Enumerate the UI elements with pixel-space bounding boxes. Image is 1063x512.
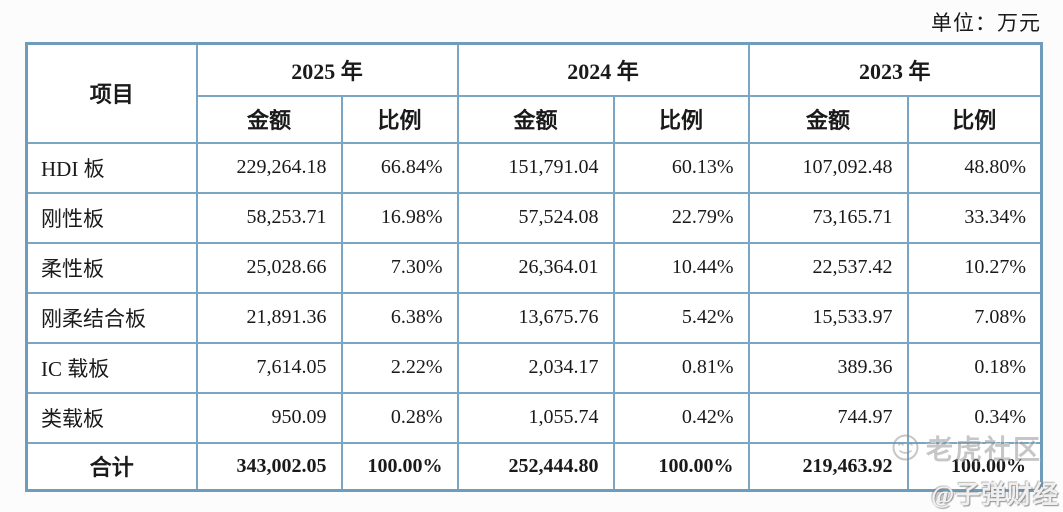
total-ratio-cell: 100.00% [906,441,1043,492]
amount-cell: 21,891.36 [195,291,343,344]
ratio-cell: 7.30% [340,241,459,294]
amount-cell: 389.36 [747,341,909,394]
header-sub-row: 金额 比例 金额 比例 金额 比例 [27,94,1043,144]
unit-label: 单位：万元 [931,11,1041,35]
table-row: HDI 板 229,264.18 66.84% 151,791.04 60.13… [25,141,1043,194]
row-item-label: 类载板 [25,391,198,444]
column-header-amount-2023: 金额 [747,94,909,144]
total-amount-cell: 219,463.92 [747,441,909,492]
amount-cell: 151,791.04 [456,141,615,194]
ratio-cell: 66.84% [340,141,459,194]
total-amount-cell: 252,444.80 [456,441,615,492]
header-year-row: 项目 2025 年 2024 年 2023 年 [25,42,1043,144]
total-ratio-cell: 100.00% [612,441,750,492]
ratio-cell: 60.13% [612,141,750,194]
ratio-cell: 10.27% [906,241,1043,294]
amount-cell: 22,537.42 [747,241,909,294]
ratio-cell: 48.80% [906,141,1043,194]
total-ratio-cell: 100.00% [340,441,459,492]
amount-cell: 15,533.97 [747,291,909,344]
revenue-by-product-table: 项目 2025 年 2024 年 2023 年 金额 比例 金额 比例 金额 比… [25,42,1044,492]
amount-cell: 7,614.05 [195,341,343,394]
ratio-cell: 0.28% [340,391,459,444]
amount-cell: 26,364.01 [456,241,615,294]
amount-cell: 229,264.18 [195,141,343,194]
column-header-year-2024: 2024 年 [456,42,750,97]
column-header-item: 项目 [25,42,198,144]
table-row: 类载板 950.09 0.28% 1,055.74 0.42% 744.97 0… [25,391,1043,444]
ratio-cell: 0.18% [906,341,1043,394]
column-header-year-2025: 2025 年 [195,42,459,97]
column-header-year-2023: 2023 年 [747,42,1043,97]
amount-cell: 73,165.71 [747,191,909,244]
table-row: 刚性板 58,253.71 16.98% 57,524.08 22.79% 73… [25,191,1043,244]
amount-cell: 57,524.08 [456,191,615,244]
ratio-cell: 0.81% [612,341,750,394]
ratio-cell: 7.08% [906,291,1043,344]
total-amount-cell: 343,002.05 [195,441,343,492]
table-row: IC 载板 7,614.05 2.22% 2,034.17 0.81% 389.… [25,341,1043,394]
ratio-cell: 0.34% [906,391,1043,444]
ratio-cell: 16.98% [340,191,459,244]
total-row: 合计 343,002.05 100.00% 252,444.80 100.00%… [25,441,1043,492]
ratio-cell: 6.38% [340,291,459,344]
amount-cell: 107,092.48 [747,141,909,194]
amount-cell: 58,253.71 [195,191,343,244]
row-item-label: 刚柔结合板 [25,291,198,344]
column-header-ratio-2025: 比例 [340,94,459,144]
amount-cell: 25,028.66 [195,241,343,294]
ratio-cell: 2.22% [340,341,459,394]
amount-cell: 950.09 [195,391,343,444]
row-item-label: HDI 板 [25,141,198,194]
table-row: 柔性板 25,028.66 7.30% 26,364.01 10.44% 22,… [25,241,1043,294]
row-item-label: 刚性板 [25,191,198,244]
column-header-ratio-2023: 比例 [906,94,1043,144]
amount-cell: 2,034.17 [456,341,615,394]
ratio-cell: 33.34% [906,191,1043,244]
ratio-cell: 0.42% [612,391,750,444]
ratio-cell: 10.44% [612,241,750,294]
row-item-label: IC 载板 [25,341,198,394]
amount-cell: 744.97 [747,391,909,444]
ratio-cell: 5.42% [612,291,750,344]
column-header-amount-2025: 金额 [195,94,343,144]
column-header-amount-2024: 金额 [456,94,615,144]
table-row: 刚柔结合板 21,891.36 6.38% 13,675.76 5.42% 15… [25,291,1043,344]
total-label: 合计 [25,441,198,492]
ratio-cell: 22.79% [612,191,750,244]
amount-cell: 1,055.74 [456,391,615,444]
row-item-label: 柔性板 [25,241,198,294]
amount-cell: 13,675.76 [456,291,615,344]
column-header-ratio-2024: 比例 [612,94,750,144]
